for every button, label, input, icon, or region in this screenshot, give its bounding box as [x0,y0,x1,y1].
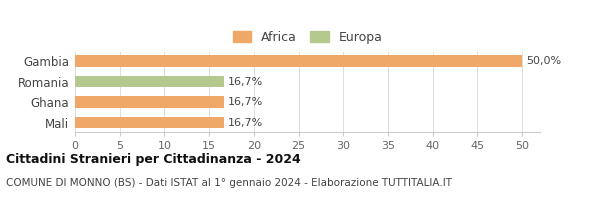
Text: 16,7%: 16,7% [228,118,263,128]
Legend: Africa, Europa: Africa, Europa [233,31,382,44]
Bar [75,117,224,128]
Text: COMUNE DI MONNO (BS) - Dati ISTAT al 1° gennaio 2024 - Elaborazione TUTTITALIA.I: COMUNE DI MONNO (BS) - Dati ISTAT al 1° … [6,178,452,188]
Bar [75,96,224,108]
Text: Cittadini Stranieri per Cittadinanza - 2024: Cittadini Stranieri per Cittadinanza - 2… [6,153,301,166]
Text: 50,0%: 50,0% [526,56,561,66]
Text: 16,7%: 16,7% [228,97,263,107]
Text: 16,7%: 16,7% [228,77,263,87]
Bar [75,76,224,87]
Bar [75,55,522,67]
